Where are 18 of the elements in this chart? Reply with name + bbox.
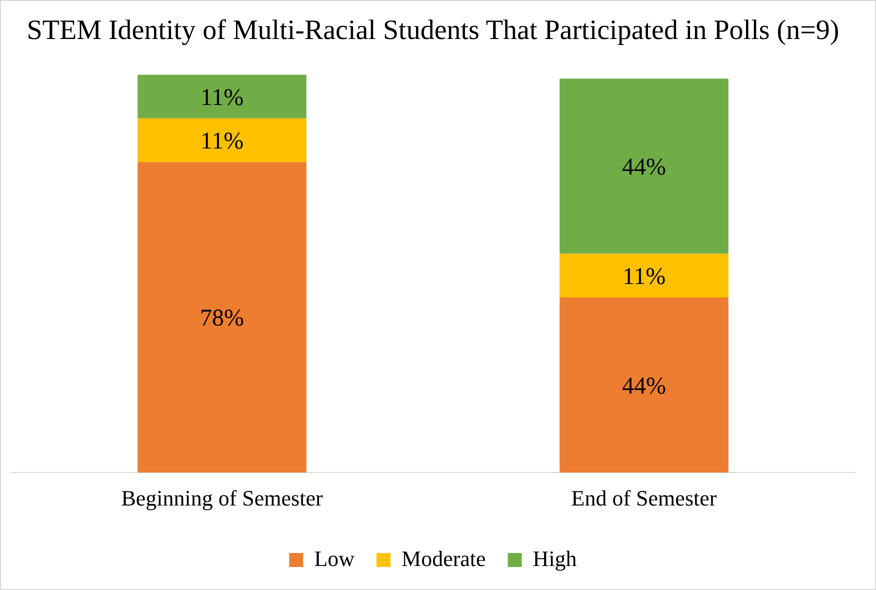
data-label: 11%: [200, 84, 244, 111]
bar: [138, 118, 306, 162]
data-label: 11%: [622, 264, 666, 290]
legend-label: Moderate: [402, 546, 486, 571]
x-tick-label: End of Semester: [571, 486, 718, 511]
bar: [138, 162, 306, 473]
data-label: 11%: [200, 128, 244, 155]
chart-title: STEM Identity of Multi-Racial Students That Participated in Polls (n=9): [26, 15, 840, 46]
bar: [560, 254, 728, 298]
data-label: 78%: [200, 306, 244, 332]
legend-label: High: [532, 546, 577, 571]
data-label: 44%: [622, 154, 666, 180]
bar: [138, 74, 306, 118]
data-label: 44%: [622, 373, 666, 400]
bar: [560, 78, 728, 254]
bar: [560, 297, 728, 473]
x-tick-label: Beginning of Semester: [121, 486, 324, 511]
legend-label: Low: [314, 546, 355, 571]
